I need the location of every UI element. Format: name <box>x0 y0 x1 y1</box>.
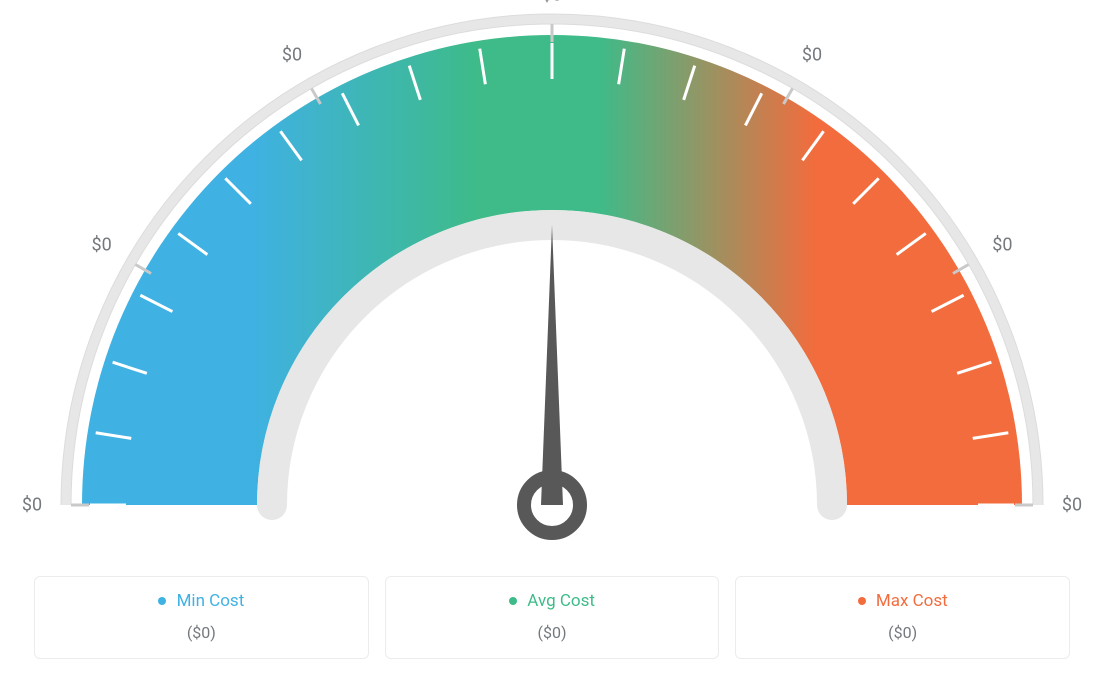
dot-icon <box>858 597 866 605</box>
legend-row: Min Cost ($0) Avg Cost ($0) Max Cost ($0… <box>34 576 1070 659</box>
gauge-tick-label: $0 <box>992 235 1012 256</box>
legend-card-avg: Avg Cost ($0) <box>385 576 720 659</box>
cost-gauge-widget: $0 $0 $0 $0 $0 $0 $0 Min Cost ($0) Avg Cost ($… <box>0 0 1104 690</box>
legend-value-min: ($0) <box>45 623 358 642</box>
dot-icon <box>158 597 166 605</box>
legend-card-min: Min Cost ($0) <box>34 576 369 659</box>
gauge-tick-label: $0 <box>92 235 112 256</box>
legend-card-max: Max Cost ($0) <box>735 576 1070 659</box>
gauge-tick-label: $0 <box>542 0 562 6</box>
gauge-chart <box>0 0 1104 560</box>
gauge-tick-label: $0 <box>22 495 42 516</box>
legend-text: Avg Cost <box>527 591 595 611</box>
gauge-tick-label: $0 <box>802 44 822 65</box>
legend-value-avg: ($0) <box>396 623 709 642</box>
legend-text: Max Cost <box>876 591 948 611</box>
legend-value-max: ($0) <box>746 623 1059 642</box>
legend-label-avg: Avg Cost <box>396 591 709 611</box>
gauge-tick-label: $0 <box>282 44 302 65</box>
legend-label-max: Max Cost <box>746 591 1059 611</box>
gauge-tick-label: $0 <box>1062 495 1082 516</box>
legend-label-min: Min Cost <box>45 591 358 611</box>
legend-text: Min Cost <box>177 591 245 611</box>
dot-icon <box>509 597 517 605</box>
